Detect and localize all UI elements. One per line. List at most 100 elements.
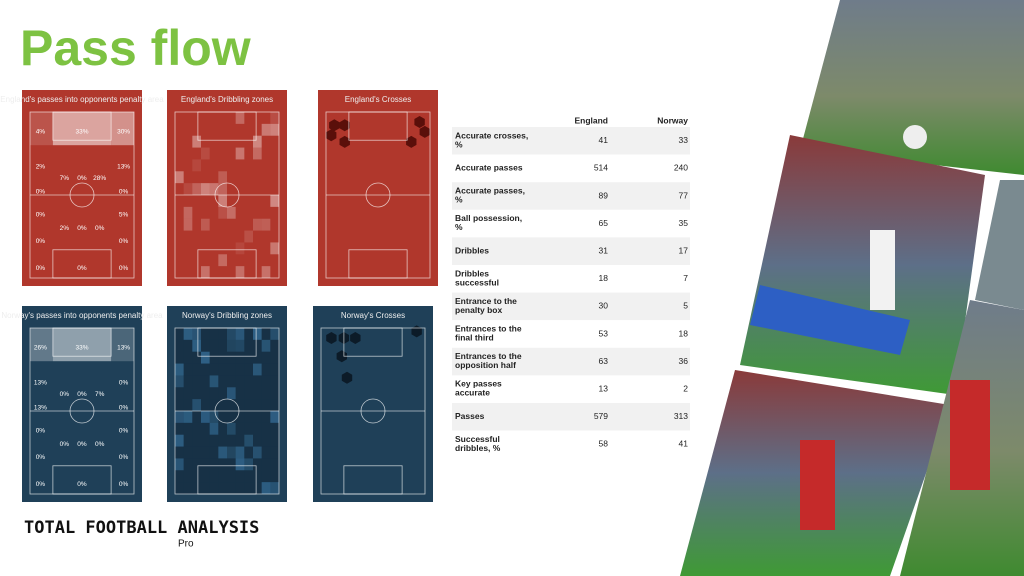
heat-cell: [218, 171, 227, 184]
heat-cell: [218, 482, 227, 494]
heat-cell: [235, 147, 245, 160]
pitch-line: [197, 249, 257, 279]
heat-cell: [235, 399, 245, 411]
heat-cell: [270, 328, 279, 340]
cell-value: 7: [683, 273, 688, 283]
heat-cell: [244, 328, 253, 340]
table-row: [452, 403, 690, 431]
heat-cell: [235, 458, 245, 471]
heat-cell: [244, 339, 253, 352]
heat-cell: [270, 351, 279, 364]
cell-value: 41: [679, 439, 689, 449]
heat-cell: [244, 351, 253, 364]
heat-cell: [201, 387, 210, 400]
heat-cell: [209, 422, 219, 435]
zone-label: 0%: [60, 391, 70, 398]
logo: TOTAL FOOTBALL ANALYSIS Pro: [24, 518, 259, 550]
heat-cell: [244, 458, 253, 471]
heat-cell: [201, 375, 210, 388]
heat-cell: [244, 363, 253, 376]
pitch-panel: Norway's Dribbling zones: [167, 306, 287, 502]
heat-cell: [183, 339, 193, 352]
heat-cell: [183, 363, 193, 376]
pitch-line: [52, 111, 112, 141]
pitch-panel: Norway's passes into opponents penalty a…: [1, 306, 163, 502]
heat-cell: [183, 351, 193, 364]
heat-cell: [253, 351, 262, 364]
panel-bg: [167, 90, 287, 286]
zone-label: 13%: [34, 379, 47, 386]
heat-cell: [270, 123, 279, 136]
table-row: [452, 292, 690, 321]
heat-cell: [183, 458, 193, 471]
heat-cell: [183, 470, 193, 483]
zone: [52, 112, 112, 146]
heat-cell: [201, 446, 210, 459]
row-label: Key passes accurate: [455, 379, 502, 398]
heat-cell: [244, 434, 253, 447]
heat-cell: [175, 422, 184, 435]
row-label: Entrance to the penalty box: [455, 296, 517, 315]
heat-cell: [175, 351, 184, 364]
heat-cell: [209, 458, 219, 471]
table-row: [452, 209, 690, 238]
zone-label: 0%: [119, 188, 129, 195]
heat-cell: [175, 328, 184, 340]
heat-cell: [227, 446, 236, 459]
heat-cell: [235, 363, 245, 376]
table-row: [452, 320, 690, 348]
heat-cell: [175, 411, 184, 423]
heat-cell: [227, 339, 236, 352]
heat-cell: [261, 351, 271, 364]
heat-cell: [261, 458, 271, 471]
panel-title: Norway's passes into opponents penalty a…: [1, 311, 163, 320]
pitch-line: [348, 249, 408, 279]
heat-cell: [218, 195, 227, 207]
pitch-line: [343, 327, 403, 357]
pitch-line: [69, 182, 95, 208]
cross-hex: [419, 125, 430, 138]
heat-cell: [209, 434, 219, 447]
cell-value: 514: [594, 163, 608, 173]
heat-cell: [227, 387, 236, 400]
zone-label: 13%: [117, 345, 130, 352]
heat-cell: [244, 446, 253, 459]
heat-cell: [261, 482, 271, 494]
cross-hex: [341, 371, 353, 384]
heat-cell: [183, 387, 193, 400]
cross-hex: [350, 331, 361, 344]
heat-cell: [192, 411, 201, 423]
heat-cell: [235, 434, 245, 447]
zone-label: 4%: [36, 129, 46, 136]
row-label: Dribbles successful: [455, 269, 499, 288]
heat-cell: [192, 446, 201, 459]
heat-cell: [270, 339, 279, 352]
heat-cell: [253, 411, 262, 423]
heat-cell: [270, 399, 279, 411]
heat-cell: [201, 183, 210, 195]
zone-label: 28%: [93, 175, 106, 182]
heat-cell: [201, 147, 210, 160]
heat-cell: [175, 375, 184, 388]
heat-cell: [227, 206, 236, 219]
heat-cell: [175, 399, 184, 411]
heat-cell: [183, 375, 193, 388]
cross-hex: [326, 129, 337, 142]
heat-cell: [270, 363, 279, 376]
zone-label: 0%: [36, 212, 46, 219]
heat-cell: [192, 458, 201, 471]
cell-value: 35: [679, 218, 689, 228]
heat-cell: [261, 387, 271, 400]
heat-cell: [244, 482, 253, 494]
heat-cell: [201, 339, 210, 352]
heat-cell: [253, 422, 262, 435]
heat-cell: [183, 411, 193, 423]
zone-label: 0%: [119, 404, 129, 411]
pitch-line: [52, 465, 112, 495]
zone-label: 0%: [119, 454, 129, 461]
heat-cell: [261, 266, 271, 278]
heat-cell: [270, 375, 279, 388]
cell-value: 5: [683, 301, 688, 311]
heat-cell: [235, 482, 245, 494]
zone-label: 2%: [36, 163, 46, 170]
